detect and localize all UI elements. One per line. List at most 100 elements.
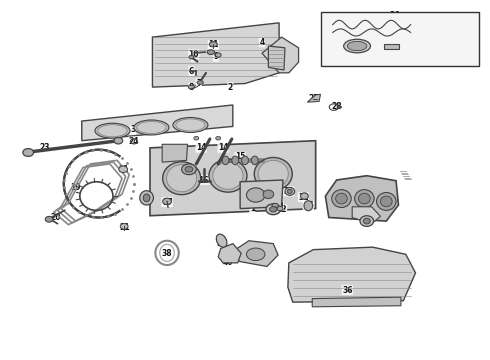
Polygon shape	[218, 244, 241, 263]
Text: 30: 30	[284, 187, 294, 196]
Text: 2: 2	[228, 83, 233, 92]
Text: 26: 26	[390, 11, 400, 20]
Text: 21: 21	[118, 165, 128, 174]
Text: 21: 21	[119, 222, 129, 231]
Text: 27: 27	[308, 94, 319, 103]
Text: 5: 5	[191, 52, 196, 61]
Ellipse shape	[182, 164, 196, 175]
Ellipse shape	[114, 138, 122, 144]
Text: 20: 20	[50, 213, 61, 222]
Ellipse shape	[216, 234, 227, 247]
Text: 19: 19	[70, 183, 81, 192]
Text: 14: 14	[196, 143, 206, 152]
Bar	[320, 12, 479, 66]
Ellipse shape	[137, 121, 166, 134]
Ellipse shape	[251, 156, 258, 165]
Ellipse shape	[176, 119, 205, 131]
Text: 36: 36	[342, 285, 353, 294]
Text: 25: 25	[420, 40, 430, 49]
Polygon shape	[240, 180, 283, 208]
Ellipse shape	[376, 193, 396, 210]
Ellipse shape	[163, 162, 201, 195]
Text: 31: 31	[298, 193, 309, 202]
Ellipse shape	[188, 85, 195, 89]
Polygon shape	[269, 46, 285, 70]
Ellipse shape	[336, 193, 347, 204]
Text: 10: 10	[189, 50, 199, 59]
Ellipse shape	[254, 157, 292, 190]
Ellipse shape	[143, 194, 150, 202]
Ellipse shape	[215, 53, 221, 57]
Ellipse shape	[359, 193, 370, 204]
Ellipse shape	[134, 120, 169, 135]
Ellipse shape	[288, 189, 292, 194]
Text: 24: 24	[129, 137, 139, 146]
Text: 35: 35	[267, 205, 277, 214]
Polygon shape	[150, 141, 316, 216]
Polygon shape	[352, 207, 380, 224]
Ellipse shape	[209, 42, 217, 47]
Text: 8: 8	[189, 83, 194, 92]
Text: 23: 23	[39, 143, 49, 152]
Ellipse shape	[140, 191, 153, 205]
Ellipse shape	[285, 188, 294, 195]
Text: 32: 32	[367, 194, 377, 203]
Polygon shape	[152, 23, 279, 87]
Ellipse shape	[300, 193, 308, 199]
Text: 17: 17	[162, 198, 172, 207]
Polygon shape	[235, 241, 278, 266]
Ellipse shape	[258, 160, 288, 188]
Ellipse shape	[263, 190, 274, 199]
Ellipse shape	[246, 248, 265, 261]
Text: 11: 11	[208, 40, 219, 49]
Ellipse shape	[232, 156, 239, 165]
Polygon shape	[307, 94, 320, 102]
Ellipse shape	[197, 81, 203, 84]
Ellipse shape	[98, 125, 127, 137]
Ellipse shape	[277, 206, 283, 211]
Text: 16: 16	[198, 176, 209, 185]
Text: 18: 18	[142, 194, 153, 203]
Text: 29: 29	[273, 201, 283, 210]
Ellipse shape	[266, 204, 281, 215]
Ellipse shape	[95, 123, 130, 138]
Ellipse shape	[213, 162, 243, 189]
Ellipse shape	[167, 165, 197, 192]
Text: 12: 12	[169, 152, 180, 161]
Ellipse shape	[360, 216, 374, 226]
Text: 6: 6	[189, 67, 194, 76]
Polygon shape	[325, 176, 398, 221]
Text: 34: 34	[347, 210, 357, 219]
Ellipse shape	[216, 136, 220, 140]
Text: 40: 40	[222, 258, 233, 267]
Ellipse shape	[364, 218, 370, 224]
Text: 37: 37	[249, 248, 260, 257]
Text: 4: 4	[259, 38, 265, 47]
Text: 41: 41	[273, 58, 283, 67]
Ellipse shape	[242, 156, 248, 165]
Text: 39: 39	[217, 239, 227, 248]
Polygon shape	[262, 37, 298, 73]
Text: 1: 1	[250, 204, 255, 213]
Text: 16: 16	[303, 201, 314, 210]
Text: 14: 14	[218, 143, 228, 152]
Polygon shape	[82, 105, 233, 141]
Ellipse shape	[332, 190, 351, 207]
Polygon shape	[288, 247, 416, 302]
Text: 7: 7	[196, 79, 201, 88]
Ellipse shape	[222, 156, 229, 165]
Text: 3: 3	[130, 126, 136, 135]
Ellipse shape	[120, 224, 128, 229]
Ellipse shape	[185, 166, 193, 172]
Ellipse shape	[207, 50, 215, 54]
Bar	[384, 44, 399, 49]
Text: 15: 15	[235, 152, 245, 161]
Ellipse shape	[119, 166, 127, 172]
Ellipse shape	[23, 149, 33, 157]
Text: 33: 33	[362, 217, 372, 226]
Text: 9: 9	[213, 52, 219, 61]
Ellipse shape	[209, 159, 247, 192]
Text: 13: 13	[179, 162, 189, 171]
Ellipse shape	[189, 55, 194, 59]
Polygon shape	[312, 297, 401, 307]
